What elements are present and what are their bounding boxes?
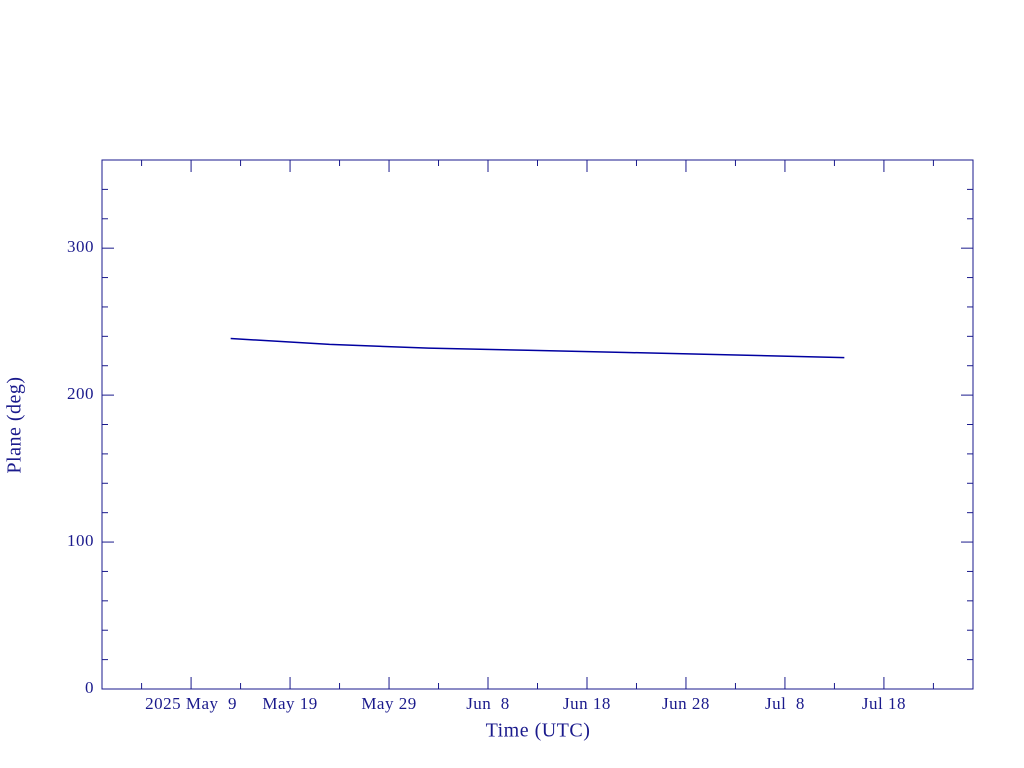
y-axis-label: Plane (deg) bbox=[4, 376, 26, 473]
plot-frame bbox=[101, 159, 974, 690]
y-tick-label: 0 bbox=[85, 678, 94, 697]
x-tick-label: Jun 18 bbox=[563, 694, 611, 713]
x-tick-label: Jun 8 bbox=[466, 694, 510, 713]
data-line bbox=[230, 337, 845, 359]
y-tick-label: 200 bbox=[67, 384, 94, 403]
x-tick-label: Jun 28 bbox=[662, 694, 710, 713]
y-tick-label: 100 bbox=[67, 531, 94, 550]
x-tick-label: May 19 bbox=[262, 694, 317, 713]
x-tick-label: May 29 bbox=[361, 694, 416, 713]
x-axis-label: Time (UTC) bbox=[486, 720, 591, 742]
x-tick-label: Jul 8 bbox=[765, 694, 805, 713]
y-tick-label: 300 bbox=[67, 237, 94, 256]
x-tick-label: 2025 May 9 bbox=[145, 694, 237, 713]
x-tick-label: Jul 18 bbox=[862, 694, 906, 713]
